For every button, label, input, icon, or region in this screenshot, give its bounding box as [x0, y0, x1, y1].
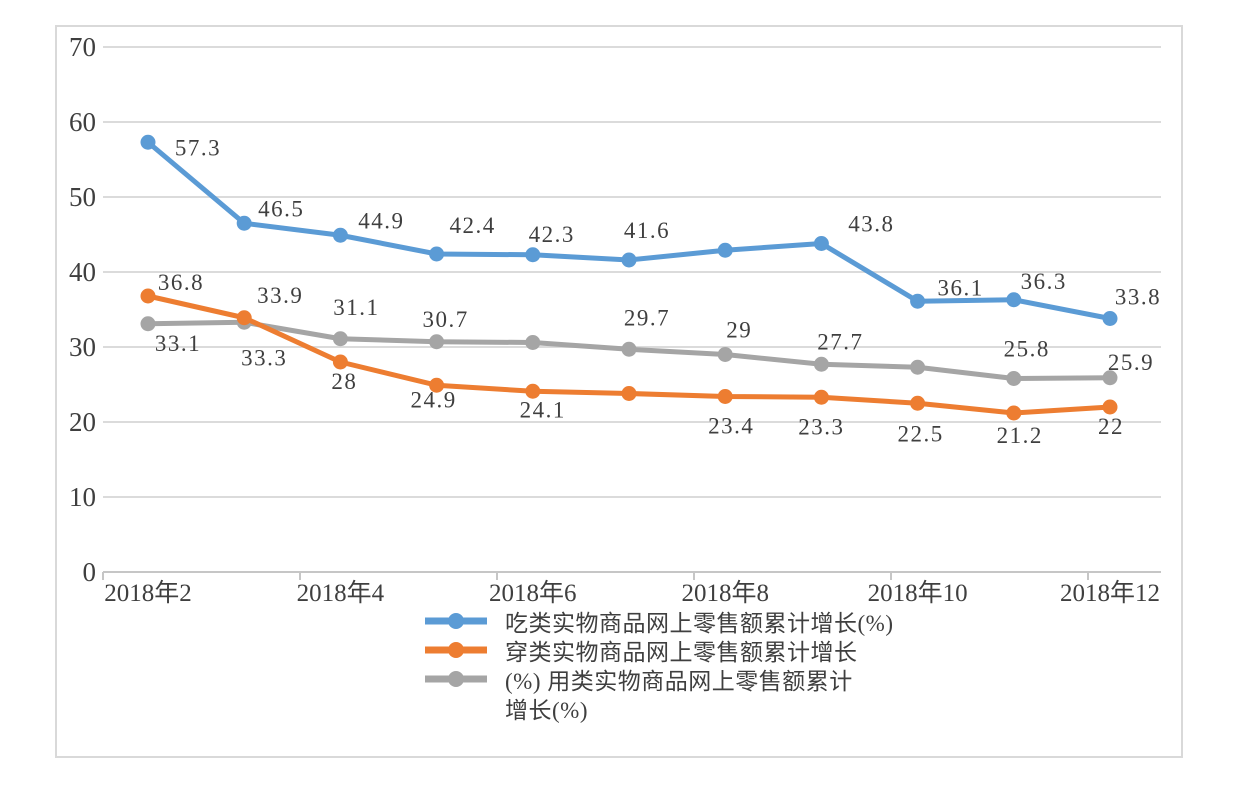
data-point-s1-8	[910, 395, 926, 411]
data-point-s2-5	[621, 252, 637, 268]
x-tick-label: 2018年6	[489, 579, 577, 607]
legend-marker-icon	[425, 670, 487, 687]
data-point-s2-4	[525, 247, 541, 263]
data-point-s1-6	[717, 389, 733, 404]
legend-label-0: 吃类实物商品网上零售额累计增长(%)	[505, 610, 894, 636]
data-point-s1-3	[429, 377, 445, 393]
data-label-s2-10: 33.8	[1115, 285, 1161, 310]
data-point-s2-1	[236, 215, 252, 231]
data-label-s2-8: 36.1	[937, 275, 983, 300]
data-point-s1-7	[813, 389, 829, 405]
data-label-s2-3: 42.4	[449, 213, 495, 238]
data-label-s1-9: 21.2	[997, 423, 1043, 448]
legend-label-3: 增长(%)	[505, 697, 588, 723]
data-label-s2-1: 46.5	[258, 196, 304, 221]
legend-row-1: 穿类实物商品网上零售额累计增长	[425, 635, 893, 665]
data-point-s0-10	[1102, 370, 1118, 386]
y-tick-label: 60	[69, 107, 96, 137]
data-label-s0-0: 33.1	[155, 331, 201, 356]
data-label-s2-4: 42.3	[529, 222, 575, 247]
data-label-s0-9: 25.8	[1004, 337, 1050, 362]
data-point-s2-3	[429, 246, 445, 262]
x-tick-label: 2018年12	[1060, 579, 1160, 607]
y-tick-label: 10	[69, 482, 96, 512]
data-point-s0-7	[813, 356, 829, 372]
y-tick-label: 30	[69, 332, 96, 362]
data-point-s2-7	[813, 236, 829, 251]
data-label-s0-3: 30.7	[422, 307, 468, 332]
data-label-s1-10: 22	[1098, 414, 1124, 439]
data-point-s1-5	[621, 386, 637, 401]
data-point-s2-6	[717, 242, 733, 258]
legend-dot-icon	[448, 641, 464, 658]
data-point-s0-4	[525, 335, 541, 350]
data-label-s1-3: 24.9	[410, 387, 456, 412]
y-tick-label: 40	[69, 257, 96, 287]
data-point-s1-2	[332, 354, 348, 370]
data-point-s2-10	[1102, 311, 1118, 326]
x-tick-label: 2018年8	[681, 579, 769, 607]
data-label-s0-1: 33.3	[241, 345, 287, 370]
data-label-s0-5: 29.7	[624, 305, 670, 330]
data-label-s1-7: 23.3	[798, 414, 844, 439]
legend-row-2: (%) 用类实物商品网上零售额累计	[425, 664, 893, 694]
data-label-s2-7: 43.8	[848, 212, 894, 237]
data-label-s0-7: 27.7	[817, 329, 863, 354]
y-tick-label: 70	[69, 32, 96, 62]
data-point-s0-6	[717, 347, 733, 362]
data-label-s1-0: 36.8	[158, 270, 204, 295]
legend-dot-icon	[448, 670, 464, 687]
data-label-s2-5: 41.6	[624, 218, 670, 243]
data-label-s1-1: 33.9	[257, 283, 303, 308]
data-label-s1-6: 23.4	[708, 414, 754, 439]
data-point-s0-9	[1006, 371, 1022, 386]
data-point-s1-10	[1102, 399, 1118, 415]
data-label-s0-6: 29	[726, 318, 752, 343]
data-label-s0-2: 31.1	[333, 295, 379, 320]
legend-marker-icon	[425, 612, 487, 629]
data-point-s0-5	[621, 341, 637, 357]
data-point-s1-4	[525, 383, 541, 399]
legend-marker-icon	[425, 641, 487, 658]
data-point-s2-0	[140, 134, 156, 150]
legend: 吃类实物商品网上零售额累计增长(%) 穿类实物商品网上零售额累计增长 (%) 用类实…	[425, 606, 894, 723]
data-point-s2-8	[910, 293, 926, 309]
x-tick-label: 2018年2	[104, 579, 192, 607]
legend-label-1: 穿类实物商品网上零售额累计增长	[505, 639, 858, 665]
data-label-s1-4: 24.1	[520, 397, 566, 422]
data-label-s0-10: 25.9	[1108, 350, 1154, 375]
data-point-s1-1	[236, 310, 252, 326]
x-tick-label: 2018年10	[868, 579, 968, 607]
data-label-s1-2: 28	[331, 369, 357, 394]
legend-row-3: 增长(%)	[425, 693, 893, 723]
legend-row-0: 吃类实物商品网上零售额累计增长(%)	[425, 606, 894, 636]
data-point-s0-3	[429, 334, 445, 350]
legend-dot-icon	[448, 612, 464, 629]
data-label-s2-0: 57.3	[175, 135, 221, 160]
y-tick-label: 50	[69, 182, 96, 212]
data-point-s0-8	[910, 359, 926, 375]
data-label-s2-2: 44.9	[358, 208, 404, 233]
y-tick-label: 20	[69, 407, 96, 437]
data-point-s1-9	[1006, 405, 1022, 421]
data-point-s0-0	[140, 316, 156, 332]
data-point-s0-2	[332, 331, 348, 347]
x-tick-label: 2018年4	[297, 579, 385, 607]
data-label-s1-8: 22.5	[897, 421, 943, 446]
legend-label-2: (%) 用类实物商品网上零售额累计	[505, 668, 853, 694]
y-tick-label: 0	[83, 557, 97, 587]
data-point-s2-2	[332, 227, 348, 243]
data-point-s2-9	[1006, 292, 1022, 308]
data-point-s1-0	[140, 288, 156, 304]
data-label-s2-9: 36.3	[1021, 269, 1067, 294]
